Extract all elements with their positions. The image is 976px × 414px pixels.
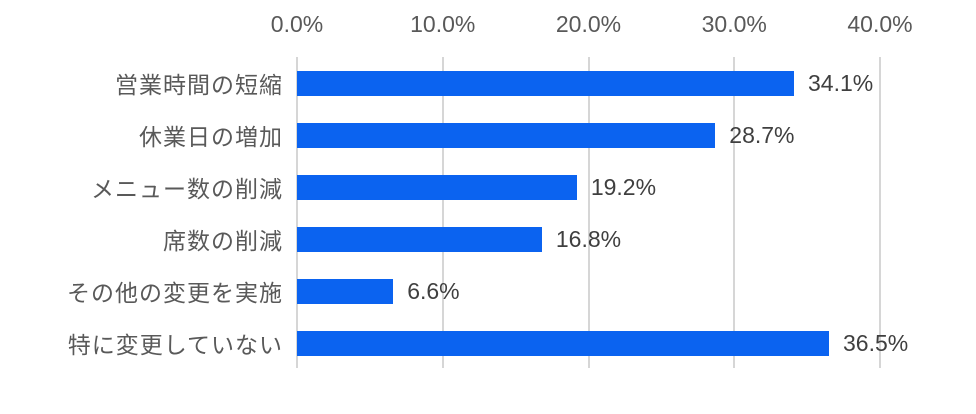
gridline — [296, 57, 298, 368]
bar — [297, 226, 542, 252]
x-axis-tick-label: 0.0% — [270, 11, 324, 37]
category-label: メニュー数の削減 — [91, 176, 283, 202]
gridline — [441, 57, 444, 368]
x-axis-tick-label: 40.0% — [847, 11, 913, 37]
chart-row: 特に変更していない 36.5% — [0, 317, 976, 369]
bar — [297, 278, 394, 304]
category-label: 営業時間の短縮 — [115, 72, 283, 98]
chart-rows: 営業時間の短縮 34.1% 休業日の増加 28.7% メニュー数の削減 19.2… — [0, 57, 976, 369]
bar — [297, 174, 577, 200]
chart-row: 休業日の増加 28.7% — [0, 109, 976, 161]
value-label: 36.5% — [842, 329, 909, 356]
gridline — [587, 57, 590, 368]
chart-row: 営業時間の短縮 34.1% — [0, 57, 976, 109]
chart-row: メニュー数の削減 19.2% — [0, 161, 976, 213]
value-label: 28.7% — [729, 121, 795, 148]
chart-row: 席数の削減 16.8% — [0, 213, 976, 265]
value-label: 19.2% — [590, 173, 657, 200]
gridline — [879, 57, 881, 368]
x-axis: 0.0% 10.0% 20.0% 30.0% 40.0% — [0, 0, 976, 44]
value-label: 16.8% — [555, 225, 622, 252]
bar — [297, 122, 716, 148]
x-axis-tick-label: 10.0% — [410, 11, 476, 37]
x-axis-tick-label: 30.0% — [701, 11, 767, 37]
x-axis-tick-label: 20.0% — [555, 11, 622, 37]
bar — [297, 70, 794, 96]
bar — [297, 330, 829, 356]
category-label: 席数の削減 — [163, 228, 283, 254]
category-label: その他の変更を実施 — [67, 280, 283, 306]
gridlines — [0, 57, 976, 368]
value-label: 6.6% — [407, 277, 460, 304]
gridline — [733, 57, 736, 368]
chart-row: その他の変更を実施 6.6% — [0, 265, 976, 317]
category-label: 休業日の増加 — [139, 124, 283, 150]
category-label: 特に変更していない — [67, 332, 283, 358]
value-label: 34.1% — [808, 69, 874, 96]
